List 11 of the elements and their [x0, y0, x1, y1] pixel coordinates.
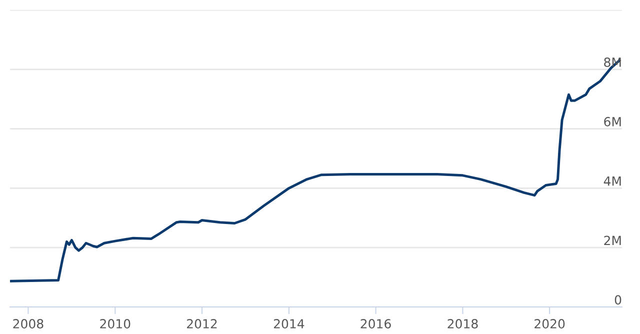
x-tick-label: 2020 — [534, 319, 565, 328]
y-tick-label: 0 — [614, 295, 622, 305]
x-tick-label: 2016 — [360, 319, 391, 328]
y-tick-label: 2M — [604, 236, 621, 245]
x-tick-label: 2008 — [13, 319, 44, 328]
x-tick-label: 2018 — [448, 319, 478, 328]
x-tick-label: 2010 — [100, 319, 130, 328]
y-tick-label: 6M — [604, 116, 621, 126]
x-tick-label: 2014 — [274, 319, 304, 328]
x-tick-label: 2012 — [186, 319, 217, 328]
y-tick-label: 4M — [604, 176, 621, 186]
